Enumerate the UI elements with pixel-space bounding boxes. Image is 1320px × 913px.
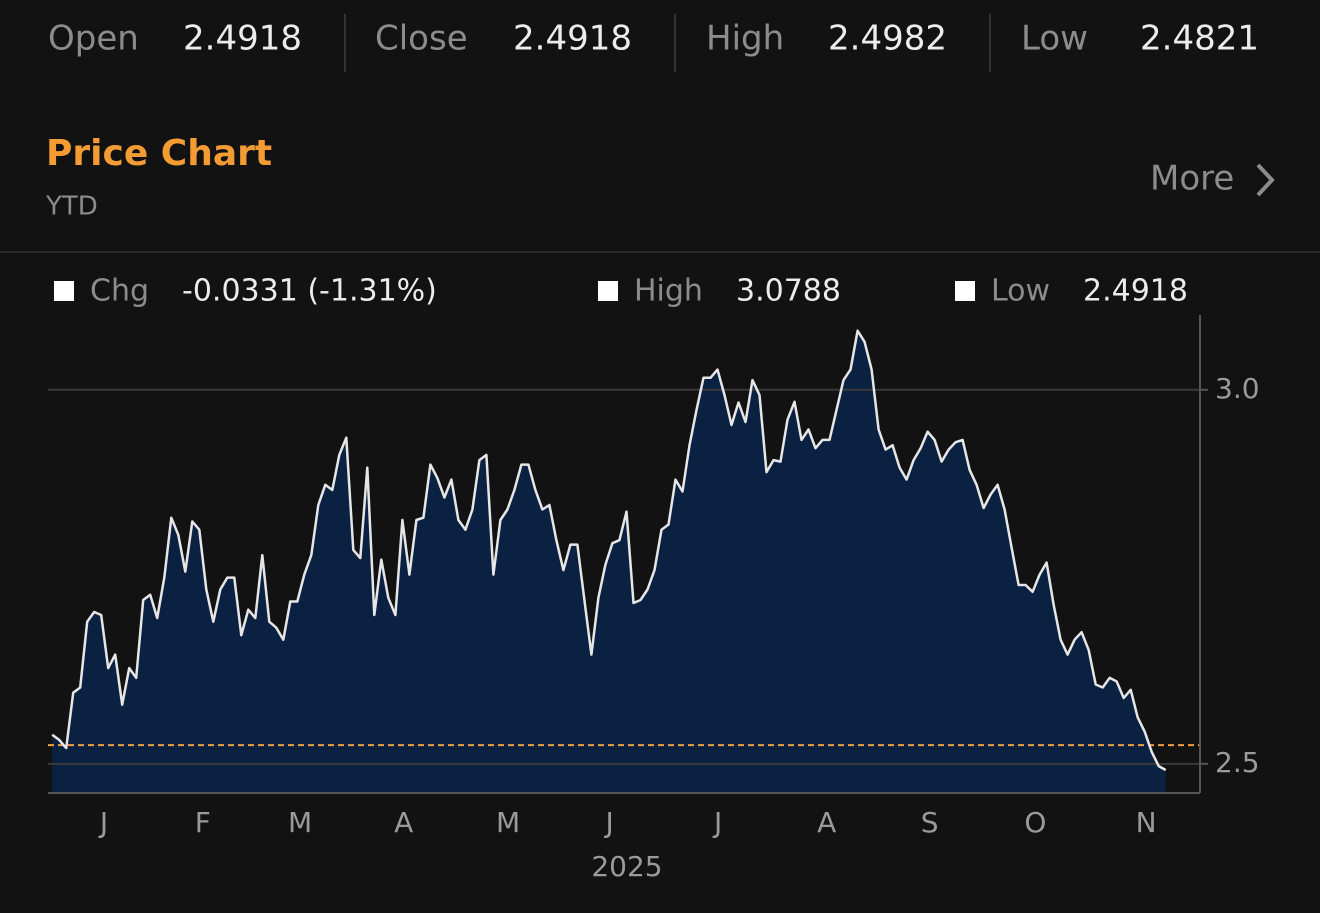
- x-tick-label: F: [195, 806, 211, 839]
- x-axis-label: 2025: [591, 850, 662, 883]
- more-link[interactable]: More: [1150, 159, 1275, 199]
- legend-marker: [955, 281, 975, 301]
- x-tick-label: A: [394, 806, 413, 839]
- x-tick-label: A: [817, 806, 836, 839]
- legend-label: High: [634, 274, 703, 309]
- more-text[interactable]: More: [1150, 159, 1234, 199]
- stat-value: 2.4918: [183, 19, 302, 59]
- legend-value: -0.0331 (-1.31%): [182, 274, 437, 309]
- legend-value: 3.0788: [736, 274, 841, 309]
- x-tick-label: M: [288, 806, 312, 839]
- stat-label: High: [706, 19, 784, 59]
- stat-label: Close: [375, 19, 468, 59]
- legend-marker: [54, 281, 74, 301]
- x-tick-label: J: [604, 806, 614, 839]
- x-tick-label: O: [1024, 806, 1046, 839]
- stat-value: 2.4918: [513, 19, 632, 59]
- y-tick-label: 2.5: [1215, 746, 1260, 779]
- x-tick-label: N: [1136, 806, 1157, 839]
- x-tick-label: M: [496, 806, 520, 839]
- stat-value: 2.4982: [828, 19, 947, 59]
- stat-label: Low: [1021, 19, 1088, 59]
- stat-value: 2.4821: [1140, 19, 1259, 59]
- x-tick-label: S: [921, 806, 939, 839]
- legend-value: 2.4918: [1083, 274, 1188, 309]
- legend-marker: [598, 281, 618, 301]
- legend-label: Low: [991, 274, 1050, 309]
- stat-label: Open: [48, 19, 139, 59]
- section-title: Price Chart: [46, 133, 272, 174]
- x-tick-label: J: [712, 806, 722, 839]
- price-area: [52, 330, 1166, 793]
- chevron[interactable]: [1256, 163, 1275, 197]
- legend-label: Chg: [90, 274, 149, 309]
- x-tick-label: J: [98, 806, 108, 839]
- period: YTD: [45, 192, 98, 222]
- y-tick-label: 3.0: [1215, 372, 1260, 405]
- price-line: [51, 329, 1167, 772]
